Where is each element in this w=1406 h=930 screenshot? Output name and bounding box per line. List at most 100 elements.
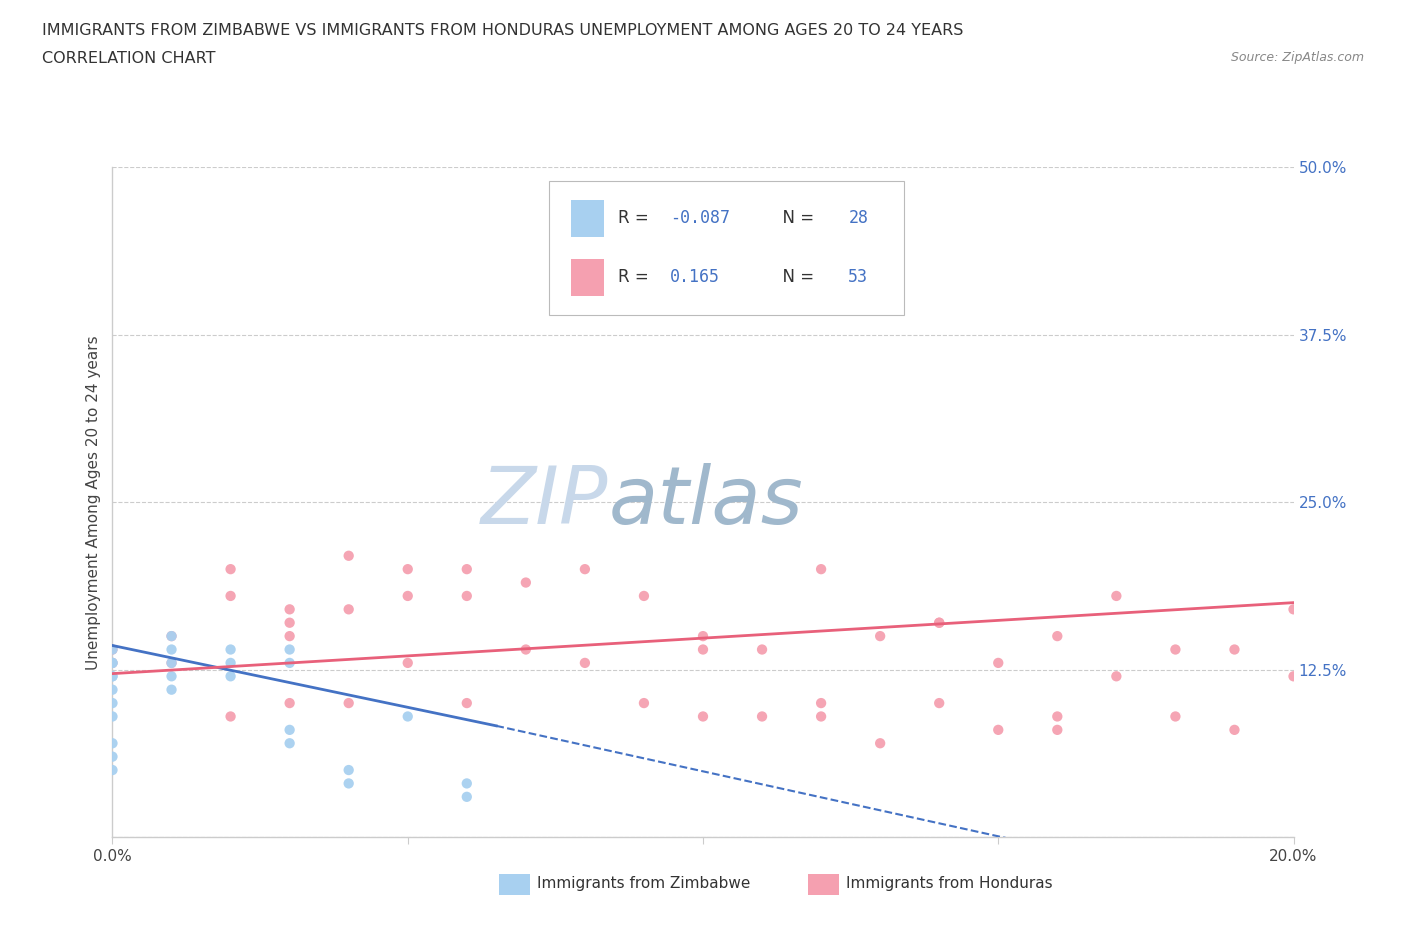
Point [928,616,950,631]
Point [456,589,478,604]
Text: Source: ZipAtlas.com: Source: ZipAtlas.com [1230,51,1364,64]
Point [1282,602,1305,617]
Point [869,736,891,751]
Point [160,669,183,684]
Point [101,669,124,684]
Point [456,776,478,790]
Point [1164,642,1187,657]
Point [278,656,301,671]
Point [869,629,891,644]
Text: 53: 53 [848,268,869,286]
Point [574,656,596,671]
Text: atlas: atlas [609,463,803,541]
Point [278,616,301,631]
Point [1105,589,1128,604]
Point [101,696,124,711]
Point [101,656,124,671]
Bar [550,180,904,314]
Point [515,575,537,590]
Point [278,723,301,737]
Point [810,696,832,711]
Point [1164,709,1187,724]
Point [987,723,1010,737]
Point [219,669,242,684]
Point [456,790,478,804]
Point [101,736,124,751]
Point [337,763,360,777]
Point [751,642,773,657]
Point [160,656,183,671]
Point [692,709,714,724]
Point [456,696,478,711]
Text: N =: N = [772,209,818,227]
Point [101,683,124,698]
Point [101,709,124,724]
Text: CORRELATION CHART: CORRELATION CHART [42,51,215,66]
Text: Immigrants from Zimbabwe: Immigrants from Zimbabwe [537,876,751,891]
Bar [571,200,603,237]
Point [1105,669,1128,684]
Point [810,562,832,577]
Text: 28: 28 [848,209,869,227]
Point [810,709,832,724]
Point [160,656,183,671]
Text: ZIP: ZIP [481,463,609,541]
Point [751,709,773,724]
Point [101,763,124,777]
Point [101,642,124,657]
Point [278,629,301,644]
Point [574,562,596,577]
Point [1282,669,1305,684]
Text: Immigrants from Honduras: Immigrants from Honduras [846,876,1053,891]
Text: R =: R = [619,268,654,286]
Point [337,696,360,711]
Point [160,629,183,644]
Point [219,642,242,657]
Text: 0.165: 0.165 [669,268,720,286]
Point [101,750,124,764]
Point [278,642,301,657]
Text: R =: R = [619,209,654,227]
Point [692,629,714,644]
Point [101,642,124,657]
Point [219,562,242,577]
Point [219,656,242,671]
Point [1223,723,1246,737]
Point [101,656,124,671]
Point [160,629,183,644]
Point [396,589,419,604]
Point [633,254,655,269]
Point [219,589,242,604]
Point [633,696,655,711]
Point [278,696,301,711]
Point [101,669,124,684]
Point [1046,723,1069,737]
Point [278,602,301,617]
Text: -0.087: -0.087 [669,209,730,227]
Point [396,656,419,671]
Point [337,549,360,564]
Point [337,602,360,617]
Text: IMMIGRANTS FROM ZIMBABWE VS IMMIGRANTS FROM HONDURAS UNEMPLOYMENT AMONG AGES 20 : IMMIGRANTS FROM ZIMBABWE VS IMMIGRANTS F… [42,23,963,38]
Point [160,642,183,657]
Point [515,642,537,657]
Point [456,562,478,577]
Point [396,562,419,577]
Point [692,642,714,657]
Y-axis label: Unemployment Among Ages 20 to 24 years: Unemployment Among Ages 20 to 24 years [86,335,101,670]
Point [160,683,183,698]
Point [1046,709,1069,724]
Point [1046,629,1069,644]
Point [987,656,1010,671]
Point [1223,642,1246,657]
Point [219,709,242,724]
Point [278,736,301,751]
Point [396,709,419,724]
Bar [571,259,603,296]
Point [337,776,360,790]
Point [633,589,655,604]
Point [928,696,950,711]
Point [101,656,124,671]
Text: N =: N = [772,268,818,286]
Point [928,616,950,631]
